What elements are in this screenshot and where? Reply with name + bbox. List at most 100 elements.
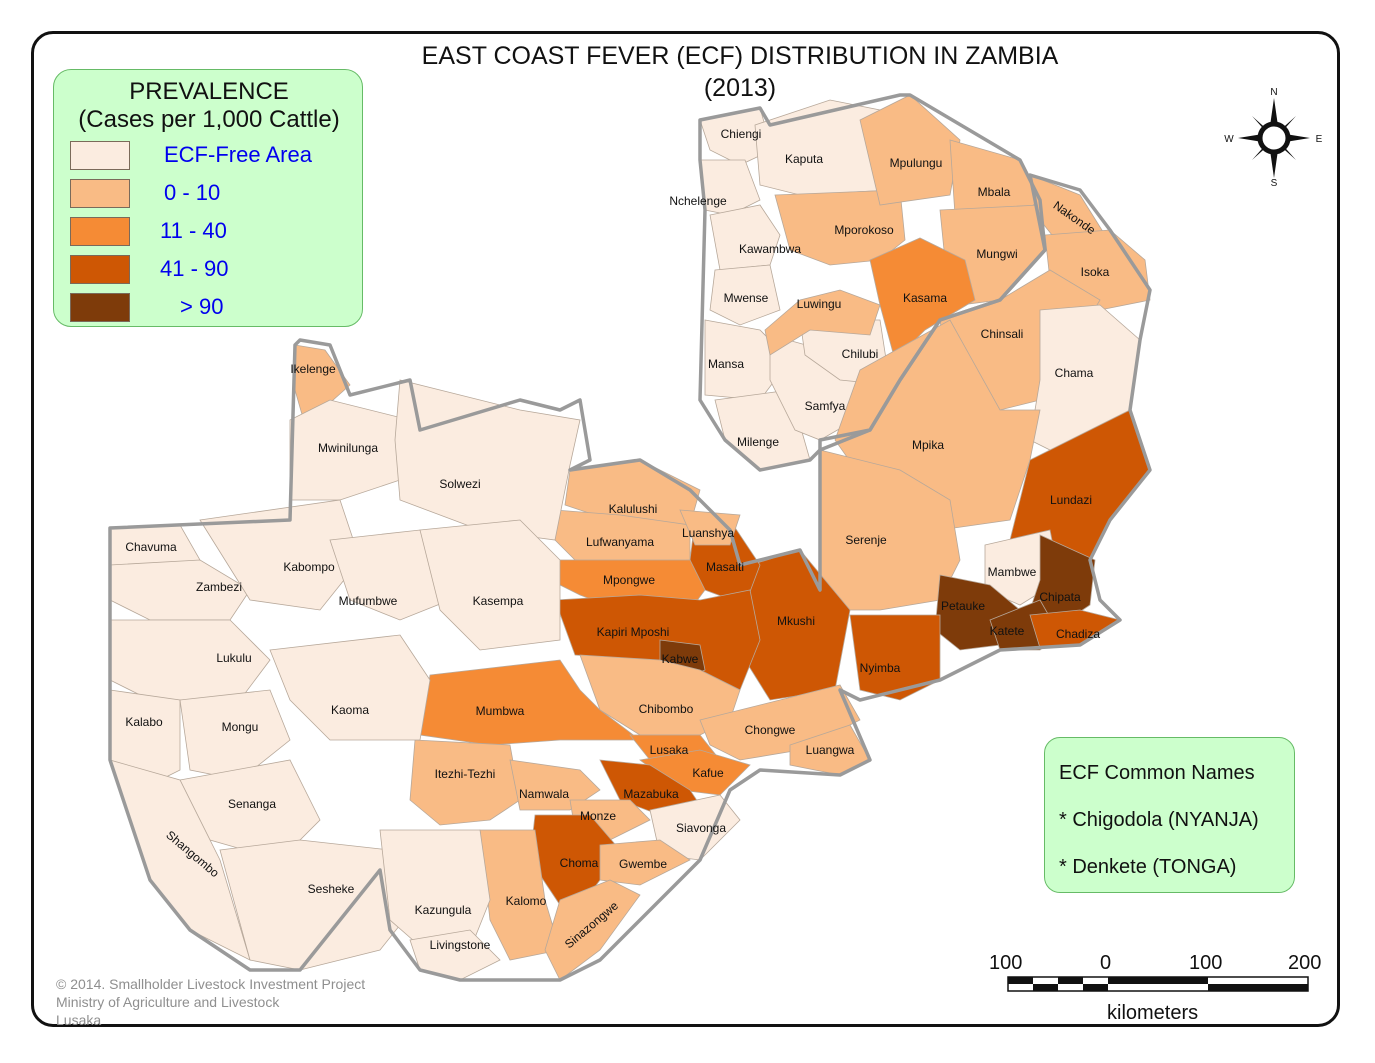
district-label: Chama (1055, 366, 1094, 380)
legend-heading: PREVALENCE (129, 78, 289, 105)
district-label: Petauke (941, 599, 985, 613)
district-label: Mkushi (777, 614, 815, 628)
district-label: Luangwa (806, 743, 855, 757)
district-label: Kapiri Mposhi (597, 625, 670, 639)
district-label: Choma (560, 856, 599, 870)
district-label: Kabompo (283, 560, 335, 574)
district-label: Mumbwa (476, 704, 525, 718)
district-sinazongwe (544, 879, 641, 981)
district-label: Chinsali (981, 327, 1024, 341)
district-label: Gwembe (619, 857, 667, 871)
district-label: Ikelenge (290, 362, 336, 376)
legend-subheading: (Cases per 1,000 Cattle) (78, 106, 340, 133)
legend-swatch-0 (70, 141, 130, 170)
district-label: Chadiza (1056, 627, 1100, 641)
country-border (108, 173, 1152, 982)
legend-swatch-2 (70, 217, 130, 246)
legend-label-0: ECF-Free Area (164, 142, 312, 167)
district-luwingu (764, 289, 881, 356)
district-label: Namwala (519, 787, 569, 801)
district-label: Kazungula (415, 903, 472, 917)
district-label: Lundazi (1050, 493, 1092, 507)
district-label: Kafue (692, 766, 724, 780)
district-regions (109, 94, 1151, 981)
map-subtitle: (2013) (703, 74, 777, 102)
district-label: Lusaka (650, 743, 689, 757)
district-gwembe (599, 839, 691, 886)
district-label: Chiengi (721, 127, 762, 141)
district-label: Lukulu (216, 651, 251, 665)
district-label: Mporokoso (834, 223, 894, 237)
district-label: Solwezi (439, 477, 480, 491)
common-names-box: ECF Common Names * Chigodola (NYANJA) * … (1044, 737, 1295, 893)
district-label: Chavuma (125, 540, 177, 554)
district-label: Kalabo (125, 715, 163, 729)
district-label: Chilubi (842, 347, 879, 361)
legend-label-3: 41 - 90 (160, 256, 229, 281)
district-mwense (709, 264, 781, 326)
district-label: Chipata (1039, 590, 1081, 604)
credit-line-2: Ministry of Agriculture and Livestock (56, 994, 280, 1010)
district-label: Kasempa (473, 594, 524, 608)
compass-e: E (1316, 134, 1323, 145)
scale-unit: kilometers (1107, 1002, 1199, 1024)
scale-bar-graphic (1007, 976, 1309, 992)
district-kasempa (419, 519, 561, 651)
district-kaoma (269, 634, 431, 741)
district-label: Mufumbwe (339, 594, 398, 608)
district-label: Kawambwa (739, 242, 801, 256)
district-label: Senanga (228, 797, 276, 811)
scale-label-100w: 100 (989, 952, 1023, 974)
district-label: Kasama (903, 291, 947, 305)
district-label: Siavonga (676, 821, 726, 835)
district-label: Mongu (222, 720, 259, 734)
district-label: Mambwe (988, 565, 1037, 579)
district-label: Nchelenge (669, 194, 727, 208)
compass-rose-icon: N S W E (1224, 87, 1323, 189)
scale-label-0: 0 (1100, 952, 1112, 974)
legend-label-2: 11 - 40 (160, 218, 227, 243)
district-label: Livingstone (430, 938, 491, 952)
district-label: Nyimba (860, 661, 901, 675)
credit-line-1: © 2014. Smallholder Livestock Investment… (56, 976, 366, 992)
district-label: Mazabuka (623, 787, 679, 801)
district-itezhi-tezhi (409, 739, 521, 826)
compass-n: N (1270, 87, 1277, 98)
common-names-heading: ECF Common Names (1059, 762, 1255, 784)
northern-border (698, 93, 1047, 472)
legend-label-4: > 90 (180, 294, 224, 319)
district-label: Kaputa (785, 152, 823, 166)
map-title: EAST COAST FEVER (ECF) DISTRIBUTION IN Z… (421, 42, 1059, 70)
district-label: Kabwe (662, 652, 699, 666)
credit-line-3: Lusaka (56, 1012, 102, 1028)
legend-swatch-4 (70, 293, 130, 322)
district-label: Mpika (912, 438, 944, 452)
district-label: Samfya (805, 399, 846, 413)
common-name-nyanja: * Chigodola (NYANJA) (1059, 809, 1259, 831)
scale-label-200: 200 (1288, 952, 1322, 974)
district-label: Kaoma (331, 703, 369, 717)
district-label: Katete (990, 624, 1025, 638)
district-label: Milenge (737, 435, 779, 449)
district-label: Mwinilunga (318, 441, 378, 455)
scale-label-100: 100 (1189, 952, 1223, 974)
district-mongu (179, 689, 291, 781)
district-label: Zambezi (196, 580, 242, 594)
district-label: Monze (580, 809, 616, 823)
district-label: Luwingu (797, 297, 842, 311)
district-label: Chibombo (639, 702, 694, 716)
district-label: Serenje (845, 533, 887, 547)
compass-w: W (1224, 134, 1234, 145)
district-label: Lufwanyama (586, 535, 654, 549)
district-label: Mpulungu (890, 156, 943, 170)
province-outline (108, 93, 1152, 982)
district-label: Masaiti (706, 560, 744, 574)
legend-swatch-3 (70, 255, 130, 284)
district-label: Kalulushi (609, 502, 658, 516)
compass-s: S (1271, 178, 1278, 189)
scale-bar: 100 0 100 200 kilometers (980, 950, 1340, 1030)
district-label: Kalomo (506, 894, 547, 908)
district-label: Mansa (708, 357, 744, 371)
credit-text: © 2014. Smallholder Livestock Investment… (56, 975, 365, 1029)
